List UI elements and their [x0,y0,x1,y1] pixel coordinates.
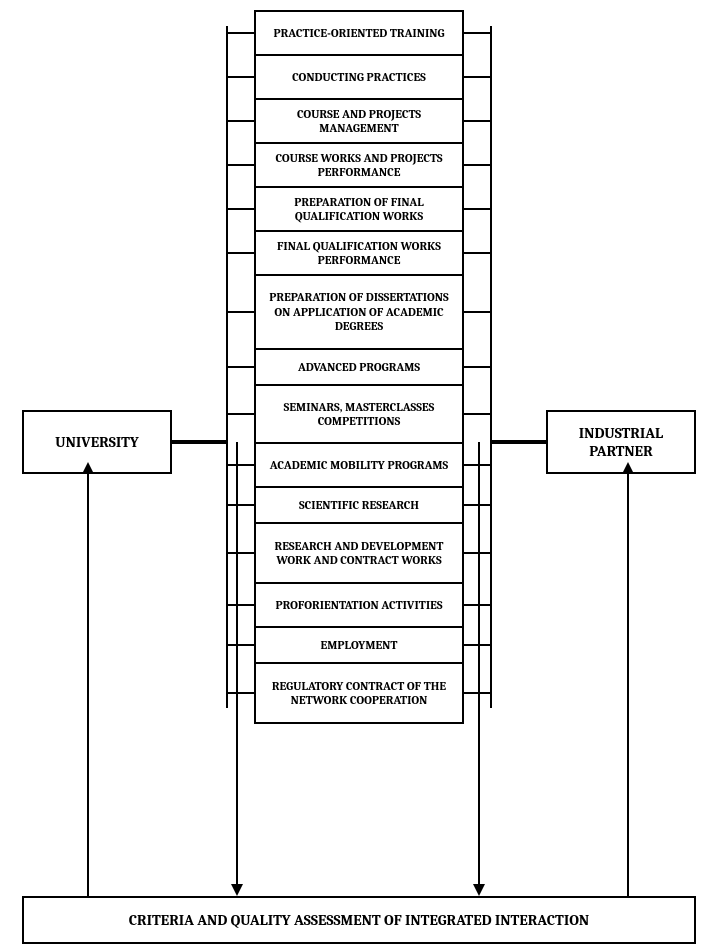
university-label: UNIVERSITY [55,433,139,451]
university-node: UNIVERSITY [22,410,172,474]
center-item: REGULATORY CONTRACT OF THE NETWORK COOPE… [254,662,464,724]
rail-tick [464,76,492,78]
center-item-label: FINAL QUALIFICATION WORKS PERFORMANCE [262,239,456,268]
rail-tick [464,32,492,34]
arrow-left-down [236,442,238,884]
rail-tick [226,504,254,506]
center-item: COURSE WORKS AND PROJECTS PERFORMANCE [254,142,464,188]
arrow-right-up [627,474,629,896]
rail-tick [464,311,492,313]
arrow-left-up [87,474,89,896]
rail-tick [226,164,254,166]
arrow-right-up-head [622,462,634,474]
rail-tick [464,413,492,415]
center-item-label: REGULATORY CONTRACT OF THE NETWORK COOPE… [262,679,456,708]
connector-left [172,440,226,444]
arrow-right-down-head [473,884,485,896]
center-item-label: RESEARCH AND DEVELOPMENT WORK AND CONTRA… [262,539,456,568]
arrow-left-down-head [231,884,243,896]
center-item: PRACTICE-ORIENTED TRAINING [254,10,464,56]
criteria-label: CRITERIA AND QUALITY ASSESSMENT OF INTEG… [129,911,589,929]
rail-tick [226,252,254,254]
arrow-left-up-head [82,462,94,474]
center-item: CONDUCTING PRACTICES [254,54,464,100]
rail-tick [464,366,492,368]
industrial-partner-node: INDUSTRIAL PARTNER [546,410,696,474]
center-item-label: CONDUCTING PRACTICES [292,70,426,84]
center-item-label: COURSE WORKS AND PROJECTS PERFORMANCE [262,151,456,180]
rail-tick [226,692,254,694]
rail-tick [226,644,254,646]
center-item: SCIENTIFIC RESEARCH [254,486,464,524]
industrial-partner-label: INDUSTRIAL PARTNER [554,424,688,460]
center-item-label: PREPARATION OF DISSERTATIONS ON APPLICAT… [262,290,456,333]
center-item: PROFORIENTATION ACTIVITIES [254,582,464,628]
center-item-label: SEMINARS, MASTERCLASSES COMPETITIONS [262,400,456,429]
rail-tick [226,552,254,554]
center-item: ADVANCED PROGRAMS [254,348,464,386]
rail-tick [226,120,254,122]
rail-tick [464,120,492,122]
rail-tick [226,604,254,606]
connector-right [490,440,546,444]
rail-tick [226,208,254,210]
center-item: FINAL QUALIFICATION WORKS PERFORMANCE [254,230,464,276]
rail-tick [226,76,254,78]
rail-tick [464,208,492,210]
center-item: EMPLOYMENT [254,626,464,664]
center-item-label: ADVANCED PROGRAMS [298,360,420,374]
rail-tick [226,464,254,466]
center-item: RESEARCH AND DEVELOPMENT WORK AND CONTRA… [254,522,464,584]
center-item: ACADEMIC MOBILITY PROGRAMS [254,442,464,488]
criteria-node: CRITERIA AND QUALITY ASSESSMENT OF INTEG… [22,896,696,944]
rail-tick [226,311,254,313]
rail-tick [464,252,492,254]
center-item: PREPARATION OF DISSERTATIONS ON APPLICAT… [254,274,464,350]
center-item: PREPARATION OF FINAL QUALIFICATION WORKS [254,186,464,232]
center-item-label: PREPARATION OF FINAL QUALIFICATION WORKS [262,195,456,224]
center-item-label: PRACTICE-ORIENTED TRAINING [273,26,444,40]
rail-tick [226,413,254,415]
center-item-label: PROFORIENTATION ACTIVITIES [275,598,442,612]
center-item-label: SCIENTIFIC RESEARCH [299,498,419,512]
rail-tick [226,32,254,34]
arrow-right-down [478,442,480,884]
center-item-label: EMPLOYMENT [321,638,398,652]
rail-tick [464,164,492,166]
center-item: SEMINARS, MASTERCLASSES COMPETITIONS [254,384,464,444]
center-item: COURSE AND PROJECTS MANAGEMENT [254,98,464,144]
center-item-label: COURSE AND PROJECTS MANAGEMENT [262,107,456,136]
rail-tick [226,366,254,368]
center-item-label: ACADEMIC MOBILITY PROGRAMS [270,458,449,472]
